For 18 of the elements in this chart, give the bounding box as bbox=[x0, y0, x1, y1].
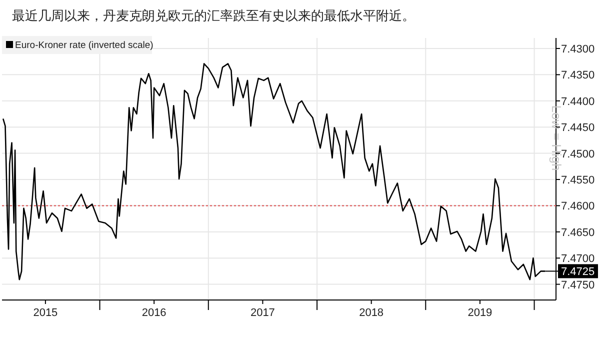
y-tick-label: 7.4350 bbox=[561, 70, 595, 82]
x-tick-label: 2016 bbox=[142, 307, 166, 319]
legend-label: Euro-Kroner rate (inverted scale) bbox=[15, 40, 154, 51]
y-tick-label: 7.4700 bbox=[561, 253, 595, 266]
y-tick-label: 7.4450 bbox=[561, 122, 595, 134]
chart-title: 最近几周以来，丹麦克朗兑欧元的汇率跌至有史以来的最低水平附近。 bbox=[12, 8, 415, 23]
x-tick-label: 2019 bbox=[468, 307, 492, 319]
x-tick-label: 2017 bbox=[250, 307, 275, 319]
y-tick-label: 7.4750 bbox=[561, 279, 595, 292]
y-tick-label: 7.4400 bbox=[561, 96, 595, 108]
y-tick-label: 7.4600 bbox=[561, 200, 595, 213]
y-tick-label: 7.4550 bbox=[561, 174, 595, 186]
x-tick-label: 2018 bbox=[359, 307, 384, 319]
y-tick-label: 7.4500 bbox=[561, 148, 595, 160]
annotation: 7.4725 bbox=[561, 266, 595, 278]
y-tick-label: 7.4650 bbox=[561, 226, 595, 239]
y-tick-label: 7.4300 bbox=[561, 43, 595, 56]
x-tick-label: 2015 bbox=[33, 307, 58, 319]
